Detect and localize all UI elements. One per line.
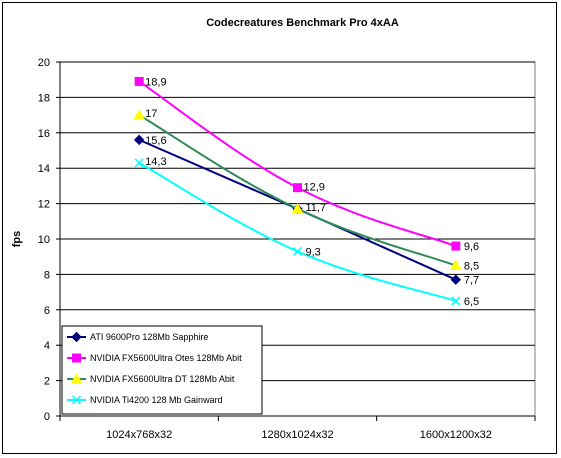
y-tick-label: 0 [44, 411, 50, 423]
y-tick-label: 6 [44, 305, 50, 317]
data-label: 14,3 [145, 156, 166, 168]
data-point-marker [451, 296, 461, 306]
y-tick-label: 18 [38, 92, 50, 104]
data-point-marker [449, 259, 462, 271]
y-tick-label: 4 [44, 340, 50, 352]
chart-title: Codecreatures Benchmark Pro 4xAA [206, 17, 399, 29]
legend-label: NVIDIA FX5600Ultra DT 128Mb Abit [90, 374, 235, 384]
data-point-marker [451, 241, 461, 251]
chart-border [2, 2, 557, 454]
data-point-marker [293, 183, 302, 193]
data-label: 9,3 [306, 246, 321, 258]
legend-label: NVIDIA FX5600Ultra Otes 128Mb Abit [90, 353, 242, 363]
data-point-marker [291, 202, 304, 214]
y-tick-label: 8 [44, 269, 50, 281]
data-point-marker [450, 274, 462, 285]
data-point-marker [134, 158, 144, 168]
data-point-marker [133, 109, 146, 120]
series-3: 17 11,7 8,5 [133, 108, 479, 273]
y-tick-label: 14 [38, 163, 50, 175]
legend-label: NVIDIA Ti4200 128 Mb Gainward [90, 395, 223, 405]
y-tick-label: 16 [38, 128, 50, 140]
legend-item: NVIDIA FX5600Ultra DT 128Mb Abit [67, 372, 235, 384]
data-point-marker [133, 134, 145, 146]
legend-label: ATI 9600Pro 128Mb Sapphire [90, 332, 208, 342]
legend-item: NVIDIA Ti4200 128 Mb Gainward [67, 395, 223, 405]
series-4: 14,3 9,3 6,5 [134, 156, 479, 308]
data-label: 12,9 [304, 182, 325, 194]
y-tick-label: 10 [38, 234, 50, 246]
data-point-marker [292, 246, 303, 256]
data-label: 17 [145, 108, 157, 120]
data-label: 15,6 [145, 135, 166, 147]
legend-marker [70, 372, 83, 384]
data-label: 7,7 [464, 275, 479, 287]
legend-item: NVIDIA FX5600Ultra Otes 128Mb Abit [67, 353, 242, 363]
x-tick-label: 1024x768x32 [106, 429, 172, 441]
series-layer: 15,6 7,7 18,9 12,9 9,6 17 11,7 8,5 14,3 9,3 6,5 [133, 76, 479, 308]
y-axis-label: fps [11, 231, 23, 248]
x-tick-label: 1600x1200x32 [420, 429, 492, 441]
data-label: 6,5 [464, 296, 479, 308]
y-axis-ticks: 0 2 4 6 8 10 12 14 16 18 20 [38, 57, 61, 423]
legend-marker [72, 353, 81, 363]
legend: ATI 9600Pro 128Mb Sapphire NVIDIA FX5600U… [61, 325, 263, 415]
data-label: 11,7 [306, 202, 327, 214]
data-label: 9,6 [464, 241, 479, 253]
legend-marker [71, 395, 82, 405]
legend-box [61, 325, 263, 415]
legend-item: ATI 9600Pro 128Mb Sapphire [67, 331, 208, 343]
data-point-marker [134, 76, 144, 86]
x-axis-ticks: 1024x768x32 1280x1024x32 1600x1200x32 [59, 415, 536, 441]
legend-marker [71, 331, 82, 343]
series-2: 18,9 12,9 9,6 [134, 76, 479, 253]
x-tick-label: 1280x1024x32 [261, 429, 333, 441]
data-label: 8,5 [464, 261, 479, 273]
y-tick-label: 12 [38, 199, 50, 211]
y-tick-label: 2 [44, 376, 50, 388]
y-tick-label: 20 [38, 57, 50, 69]
data-label: 18,9 [145, 76, 166, 88]
